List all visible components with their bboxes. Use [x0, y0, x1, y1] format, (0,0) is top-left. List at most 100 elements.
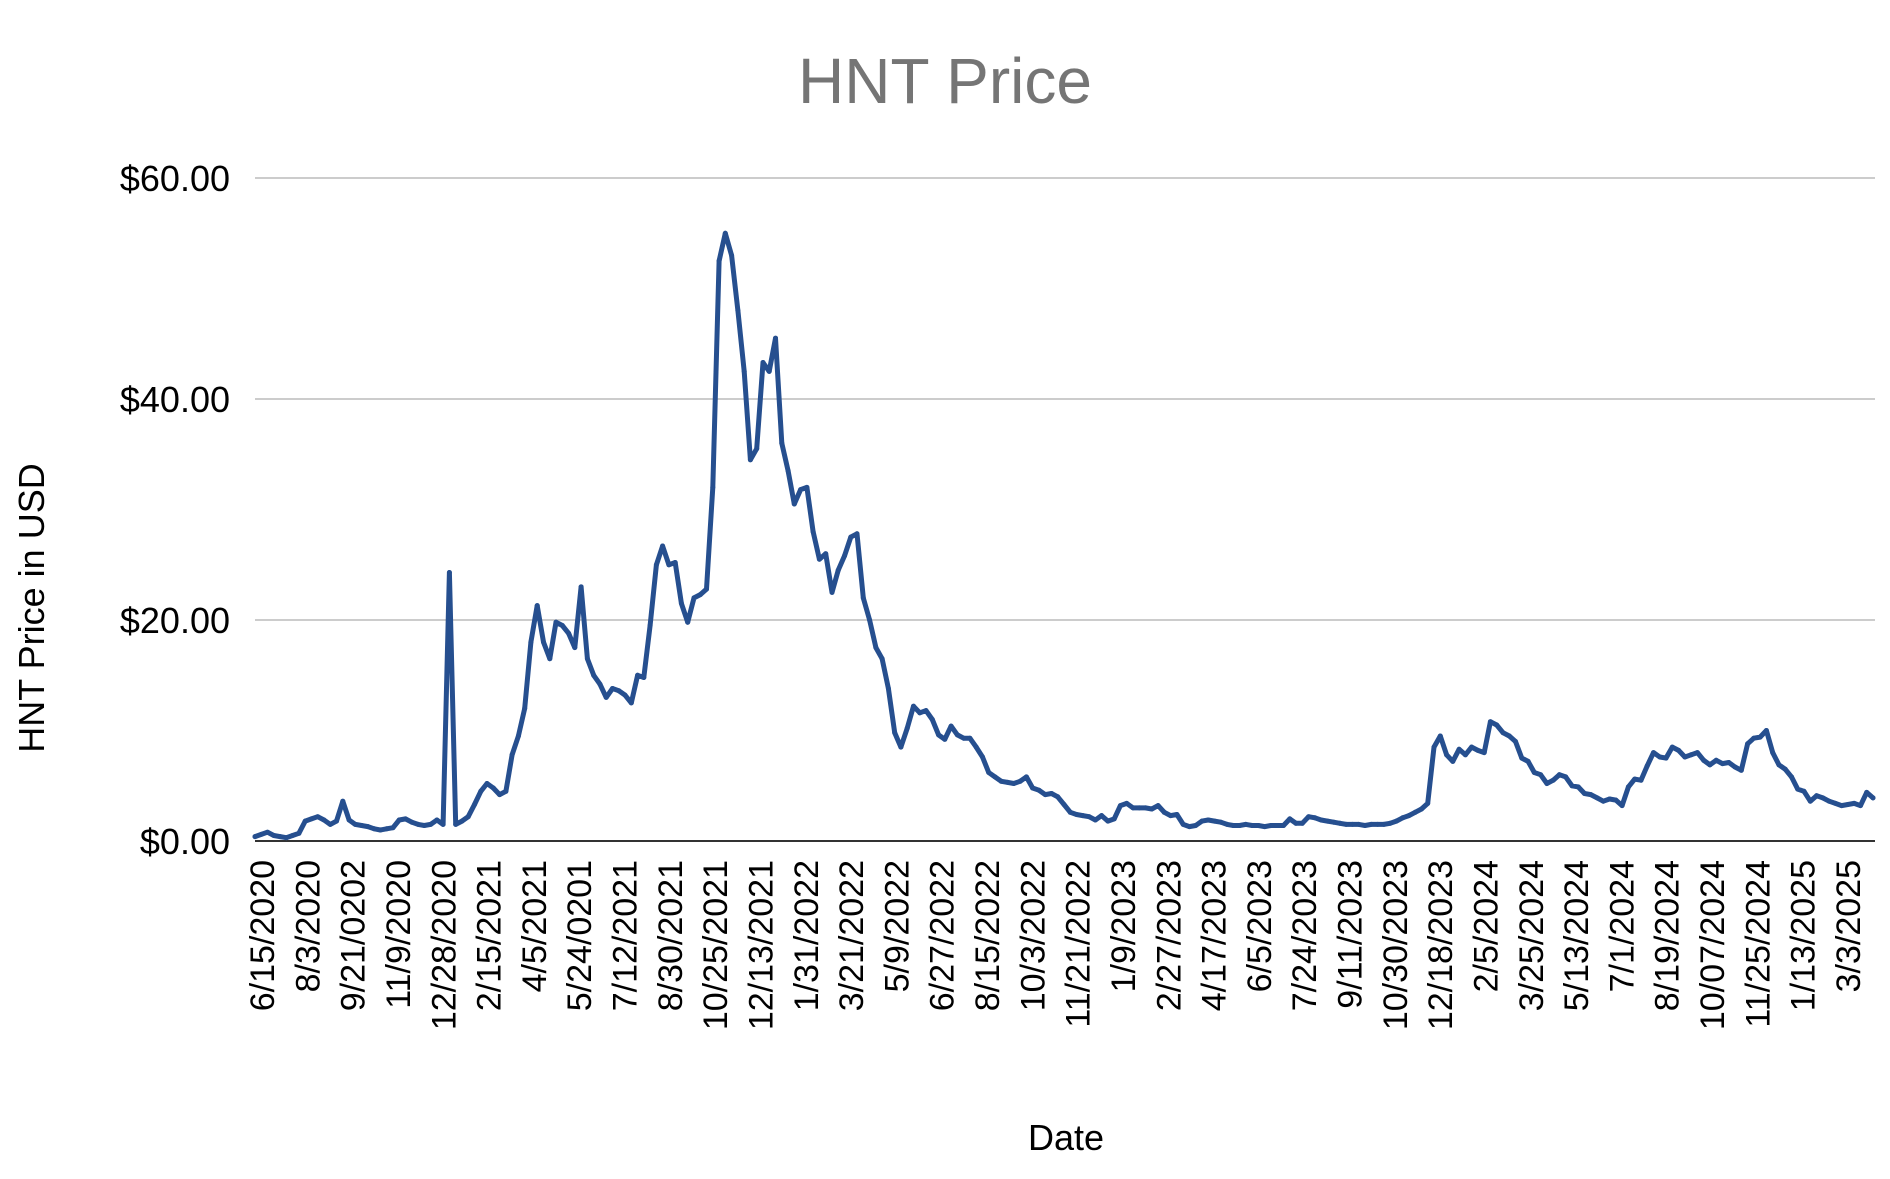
- data-point: [541, 639, 546, 645]
- data-point: [1707, 762, 1713, 768]
- data-point: [1180, 821, 1186, 827]
- data-point: [1613, 797, 1619, 803]
- data-point: [578, 584, 584, 590]
- data-point: [384, 826, 390, 832]
- data-point: [735, 308, 741, 314]
- x-tick-label: 2/15/2021: [471, 860, 509, 1011]
- data-point: [434, 817, 440, 823]
- data-point: [1544, 781, 1550, 786]
- data-point: [559, 623, 565, 628]
- x-tick-label: 8/30/2021: [652, 860, 690, 1011]
- data-point: [1638, 777, 1644, 783]
- x-tick-label: 5/13/2024: [1558, 860, 1596, 1011]
- data-point: [1531, 770, 1537, 775]
- data-point: [1437, 733, 1443, 739]
- data-point: [1312, 815, 1318, 821]
- data-point: [1481, 750, 1487, 756]
- data-point: [283, 835, 289, 841]
- data-point: [547, 656, 553, 662]
- data-point: [1049, 791, 1054, 796]
- data-point: [365, 824, 371, 830]
- data-point: [1582, 791, 1587, 796]
- data-point: [1268, 823, 1274, 828]
- data-point: [591, 672, 597, 678]
- data-point: [334, 818, 339, 824]
- data-point: [1324, 818, 1330, 824]
- data-point: [1588, 792, 1594, 798]
- x-tick-label: 8/19/2024: [1649, 860, 1687, 1011]
- price-series-line: [252, 230, 1876, 841]
- x-tick-label: 12/28/2020: [425, 860, 463, 1030]
- chart-title: HNT Price: [798, 45, 1092, 117]
- x-tick-label: 3/25/2024: [1513, 860, 1551, 1011]
- data-point: [704, 586, 709, 592]
- data-point: [1789, 774, 1794, 780]
- data-point: [1218, 819, 1224, 825]
- data-point: [1249, 823, 1255, 828]
- data-point: [653, 562, 659, 568]
- data-point: [1023, 774, 1029, 780]
- data-point: [1136, 805, 1142, 811]
- data-point: [1795, 786, 1801, 792]
- data-point: [1732, 764, 1738, 770]
- data-point: [678, 600, 684, 606]
- data-point: [892, 730, 898, 736]
- data-point: [1469, 744, 1475, 750]
- data-point: [1444, 752, 1450, 758]
- data-point: [672, 560, 678, 565]
- data-point: [503, 788, 509, 794]
- data-point: [1061, 802, 1067, 807]
- data-point: [1619, 803, 1625, 809]
- data-point: [1362, 823, 1368, 828]
- data-point: [390, 825, 396, 831]
- data-point: [729, 252, 735, 258]
- data-point: [465, 814, 471, 820]
- data-point: [1494, 722, 1500, 728]
- data-point: [986, 770, 992, 775]
- x-tick-label: 4/5/2021: [516, 860, 554, 992]
- data-point: [1393, 818, 1399, 824]
- data-point: [1193, 823, 1199, 828]
- x-tick-label: 8/3/2020: [289, 860, 327, 992]
- data-point: [1556, 772, 1562, 778]
- x-tick-label: 1/31/2022: [788, 860, 826, 1011]
- data-point: [1412, 809, 1418, 815]
- data-point: [277, 834, 283, 840]
- data-point: [1745, 741, 1751, 747]
- data-point: [1186, 824, 1192, 830]
- data-point: [572, 645, 578, 651]
- data-point: [1011, 781, 1017, 786]
- data-point: [823, 551, 829, 557]
- data-point: [1212, 818, 1217, 824]
- x-tick-label: 10/30/2023: [1377, 860, 1415, 1030]
- x-tick-label: 1/9/2023: [1105, 860, 1143, 992]
- data-point: [346, 817, 352, 823]
- data-point: [1726, 760, 1732, 765]
- data-point: [1274, 823, 1280, 828]
- data-point: [1381, 821, 1387, 827]
- x-tick-label: 10/07/2024: [1694, 860, 1732, 1030]
- data-point: [1143, 805, 1148, 811]
- data-point: [1757, 734, 1763, 740]
- data-point: [1080, 813, 1086, 819]
- data-point: [352, 821, 358, 827]
- data-point: [1720, 761, 1725, 767]
- data-point: [967, 735, 973, 741]
- data-point: [848, 534, 854, 540]
- data-point: [660, 543, 666, 549]
- data-point: [1864, 789, 1870, 795]
- gridlines: [255, 177, 1875, 842]
- data-point: [553, 619, 559, 625]
- data-point: [1694, 750, 1700, 756]
- data-point: [948, 723, 954, 729]
- data-point: [1607, 796, 1613, 802]
- data-point: [666, 562, 672, 568]
- data-point: [308, 816, 314, 822]
- data-point: [1506, 733, 1512, 739]
- data-point: [766, 368, 772, 374]
- data-point: [1644, 763, 1650, 769]
- data-point: [1858, 803, 1863, 809]
- data-point: [998, 778, 1004, 784]
- data-point: [522, 705, 528, 711]
- x-tick-label: 1/13/2025: [1785, 860, 1823, 1011]
